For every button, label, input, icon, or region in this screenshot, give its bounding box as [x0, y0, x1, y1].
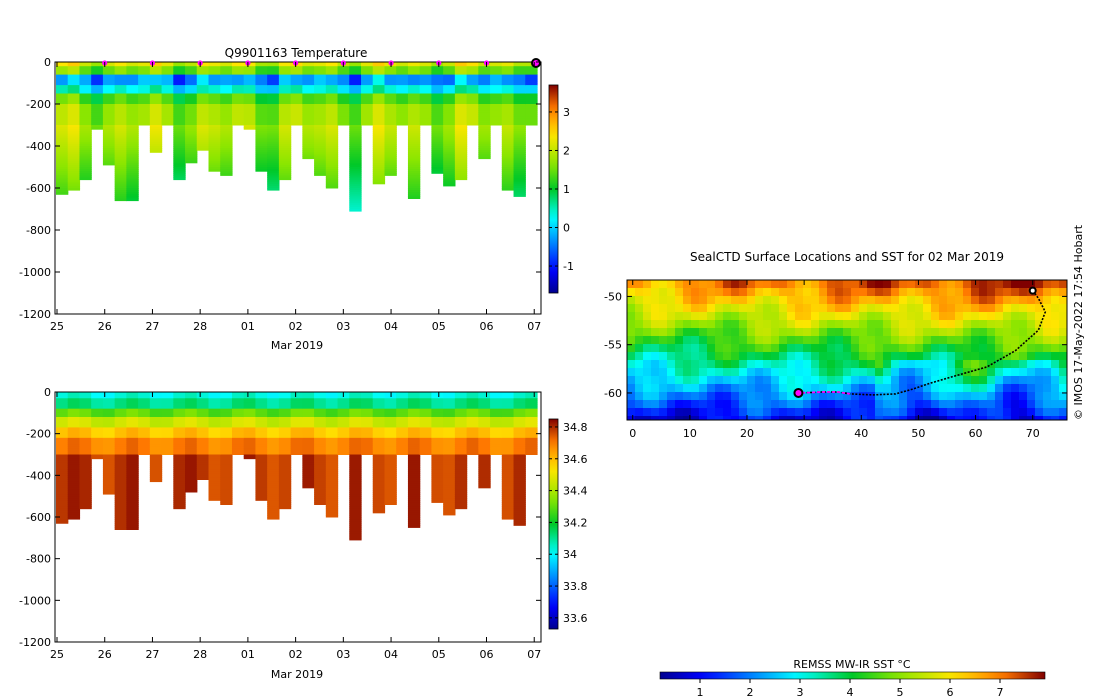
depth-tick-label: -400	[26, 469, 51, 482]
sst-colorbar: REMSS MW-IR SST °C 1 2 3 4 5 6 7	[659, 658, 1046, 699]
temperature-depth-axis: 0 -200 -400 -600 -800 -1000 -1200	[19, 56, 541, 321]
depth-tick-label: -400	[26, 140, 51, 153]
temperature-time-axis: 25 26 27 28 01 02 03 04 05 06 07	[50, 62, 541, 333]
sst-colorbar-bar	[659, 671, 1046, 680]
date-tick-label: 02	[289, 320, 303, 333]
date-tick-label: 06	[480, 320, 494, 333]
date-tick-label: 27	[145, 648, 159, 661]
latitude-tick-label: -50	[604, 290, 622, 303]
depth-tick-label: -200	[26, 98, 51, 111]
longitude-tick-label: 30	[797, 427, 811, 440]
date-tick-label: 28	[193, 320, 207, 333]
sst-tick-label: 7	[997, 686, 1004, 699]
temperature-x-label: Mar 2019	[271, 339, 323, 352]
date-tick-label: 26	[98, 648, 112, 661]
colorbar-tick-label: 34.2	[563, 516, 588, 529]
sst-colorbar-title: REMSS MW-IR SST °C	[793, 658, 911, 671]
colorbar-tick-label: 34.8	[563, 421, 588, 434]
track-start-marker	[793, 387, 804, 398]
seal-track-recent	[798, 391, 851, 395]
date-tick-label: 26	[98, 320, 112, 333]
map-latitude-axis: -50 -55 -60	[604, 290, 1067, 400]
latitude-tick-label: -60	[604, 387, 622, 400]
colorbar-tick-label: -1	[563, 260, 574, 273]
colorbar-tick-label: 34.6	[563, 453, 588, 466]
longitude-tick-label: 40	[854, 427, 868, 440]
sst-field	[627, 280, 1067, 420]
date-tick-label: 27	[145, 320, 159, 333]
depth-tick-label: -200	[26, 428, 51, 441]
temperature-colorbar-ticks: 3 2 1 0 -1	[549, 106, 574, 273]
colorbar-tick-label: 33.6	[563, 612, 588, 625]
date-tick-label: 03	[336, 648, 350, 661]
depth-tick-label: -800	[26, 224, 51, 237]
sst-tick-label: 1	[697, 686, 704, 699]
date-tick-label: 03	[336, 320, 350, 333]
longitude-tick-label: 0	[629, 427, 636, 440]
sst-tick-label: 3	[797, 686, 804, 699]
colorbar-tick-label: 0	[563, 222, 570, 235]
longitude-tick-label: 60	[969, 427, 983, 440]
sst-tick-label: 4	[847, 686, 854, 699]
latitude-tick-label: -55	[604, 339, 622, 352]
temperature-profile-columns	[56, 62, 538, 212]
track-end-marker	[1028, 286, 1037, 295]
longitude-tick-label: 20	[740, 427, 754, 440]
sst-tick-label: 5	[897, 686, 904, 699]
sst-tick-label: 2	[747, 686, 754, 699]
salinity-depth-axis: 0 -200 -400 -600 -800 -1000 -1200	[19, 386, 541, 649]
salinity-profile-columns	[56, 392, 538, 541]
map-frame	[626, 279, 1068, 421]
colorbar-tick-label: 34.4	[563, 485, 588, 498]
salinity-colorbar	[548, 418, 559, 630]
salinity-time-axis: 25 26 27 28 01 02 03 04 05 06 07	[50, 392, 541, 661]
date-tick-label: 05	[432, 648, 446, 661]
depth-tick-label: 0	[44, 56, 51, 69]
date-tick-label: 01	[241, 648, 255, 661]
depth-tick-label: 0	[44, 386, 51, 399]
salinity-section-plot: 0 -200 -400 -600 -800 -1000 -1200 25 26 27 28 01 02…	[19, 386, 587, 681]
sst-map: SealCTD Surface Locations and SST for 02…	[604, 224, 1085, 440]
date-tick-label: 04	[384, 320, 398, 333]
date-tick-label: 28	[193, 648, 207, 661]
colorbar-tick-label: 1	[563, 183, 570, 196]
depth-tick-label: -600	[26, 182, 51, 195]
date-tick-label: 04	[384, 648, 398, 661]
longitude-tick-label: 10	[683, 427, 697, 440]
salinity-colorbar-ticks: 34.8 34.6 34.4 34.2 34 33.8 33.6	[549, 421, 588, 625]
imos-credit: © IMOS 17-May-2022 17:54 Hobart	[1072, 224, 1085, 420]
depth-tick-label: -1200	[19, 636, 51, 649]
colorbar-tick-label: 2	[563, 144, 570, 157]
map-longitude-axis: 0 10 20 30 40 50 60 70	[629, 280, 1040, 440]
temperature-plot-title: Q9901163 Temperature	[225, 46, 368, 60]
date-tick-label: 02	[289, 648, 303, 661]
date-tick-label: 25	[50, 320, 64, 333]
longitude-tick-label: 70	[1026, 427, 1040, 440]
depth-tick-label: -1000	[19, 266, 51, 279]
sst-tick-label: 6	[947, 686, 954, 699]
depth-tick-label: -600	[26, 511, 51, 524]
date-tick-label: 01	[241, 320, 255, 333]
temperature-section-plot: Q9901163 Temperature 0 -200 -400 -600 -800 -1…	[19, 46, 574, 352]
longitude-tick-label: 50	[911, 427, 925, 440]
depth-tick-label: -1200	[19, 308, 51, 321]
colorbar-tick-label: 34	[563, 548, 577, 561]
current-profile-marker	[531, 58, 541, 68]
depth-tick-label: -800	[26, 553, 51, 566]
map-title: SealCTD Surface Locations and SST for 02…	[690, 250, 1004, 264]
date-tick-label: 07	[527, 648, 541, 661]
date-tick-label: 25	[50, 648, 64, 661]
date-tick-label: 05	[432, 320, 446, 333]
date-tick-label: 06	[480, 648, 494, 661]
date-tick-label: 07	[527, 320, 541, 333]
colorbar-tick-label: 33.8	[563, 580, 588, 593]
salinity-x-label: Mar 2019	[271, 668, 323, 681]
depth-tick-label: -1000	[19, 594, 51, 607]
colorbar-tick-label: 3	[563, 106, 570, 119]
sst-colorbar-ticks: 1 2 3 4 5 6 7	[697, 679, 1004, 699]
